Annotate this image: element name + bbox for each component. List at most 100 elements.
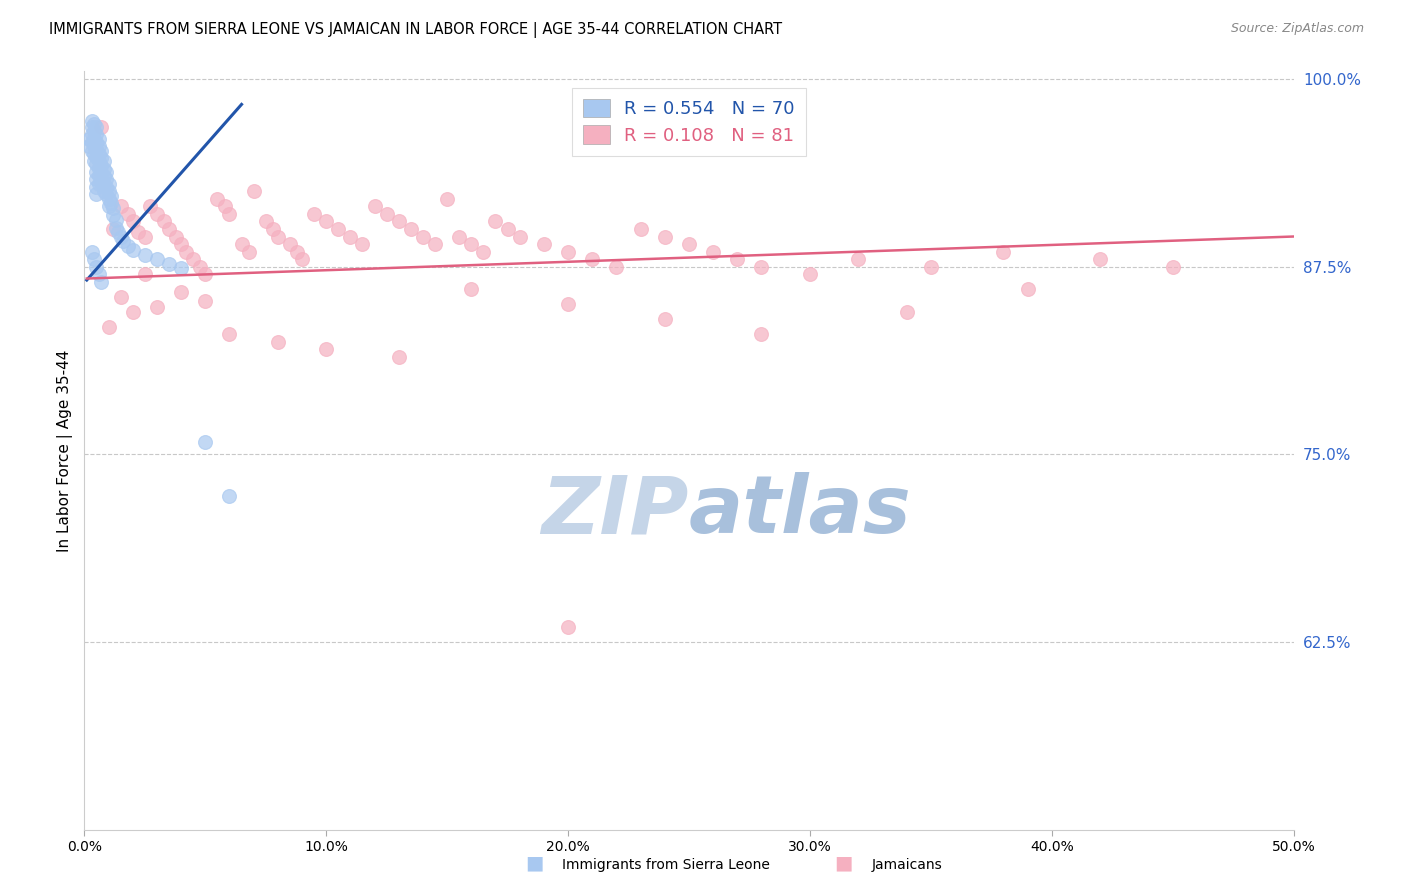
Point: [218, 327, 240, 342]
Point: [751, 260, 773, 274]
Point: [138, 199, 160, 213]
Point: [94, 172, 117, 186]
Point: [285, 244, 308, 259]
Text: ■: ■: [524, 854, 544, 872]
Point: [436, 192, 458, 206]
Point: [190, 260, 212, 274]
Point: [77, 139, 100, 153]
Point: [214, 199, 236, 213]
Point: [121, 304, 143, 318]
Point: [93, 177, 115, 191]
Point: [87, 139, 110, 153]
Point: [86, 150, 108, 164]
Point: [80, 244, 103, 259]
Point: [170, 237, 193, 252]
Point: [80, 128, 103, 142]
Point: [83, 124, 105, 138]
Point: [920, 260, 942, 274]
Point: [107, 225, 129, 239]
Point: [484, 214, 506, 228]
Point: [90, 144, 112, 158]
Point: [80, 135, 103, 149]
Text: IMMIGRANTS FROM SIERRA LEONE VS JAMAICAN IN LABOR FORCE | AGE 35-44 CORRELATION : IMMIGRANTS FROM SIERRA LEONE VS JAMAICAN…: [49, 22, 782, 38]
Point: [181, 252, 204, 266]
Point: [97, 319, 120, 334]
Point: [165, 229, 187, 244]
Point: [449, 229, 471, 244]
Point: [83, 252, 105, 266]
Point: [702, 244, 724, 259]
Point: [134, 267, 156, 281]
Point: [363, 199, 385, 213]
Point: [194, 435, 217, 450]
Point: [86, 172, 108, 186]
Point: [1017, 282, 1039, 296]
Text: atlas: atlas: [689, 472, 911, 550]
Point: [77, 132, 100, 146]
Point: [87, 161, 110, 176]
Point: [93, 154, 115, 169]
Point: [83, 147, 105, 161]
Text: ■: ■: [834, 854, 853, 872]
Point: [352, 237, 374, 252]
Point: [231, 237, 253, 252]
Point: [509, 229, 531, 244]
Point: [799, 267, 821, 281]
Point: [725, 252, 748, 266]
Point: [110, 199, 132, 213]
Point: [194, 294, 217, 309]
Point: [90, 275, 112, 289]
Point: [557, 297, 579, 311]
Point: [388, 350, 411, 364]
Point: [153, 214, 176, 228]
Point: [97, 192, 120, 206]
Point: [93, 161, 115, 176]
Text: Jamaicans: Jamaicans: [872, 858, 942, 872]
Point: [87, 169, 110, 184]
Point: [218, 207, 240, 221]
Point: [278, 237, 301, 252]
Point: [388, 214, 411, 228]
Point: [90, 159, 112, 173]
Point: [87, 147, 110, 161]
Point: [83, 117, 105, 131]
Point: [127, 225, 149, 239]
Point: [315, 342, 337, 356]
Point: [460, 237, 482, 252]
Point: [80, 120, 103, 134]
Point: [87, 132, 110, 146]
Point: [86, 157, 108, 171]
Point: [100, 189, 122, 203]
Point: [97, 199, 120, 213]
Point: [86, 128, 108, 142]
Point: [112, 234, 135, 248]
Point: [86, 135, 108, 149]
Point: [86, 143, 108, 157]
Point: [86, 187, 108, 202]
Point: [87, 177, 110, 191]
Point: [83, 154, 105, 169]
Point: [90, 152, 112, 166]
Point: [896, 304, 918, 318]
Point: [654, 312, 676, 326]
Point: [339, 229, 361, 244]
Point: [104, 220, 127, 235]
Point: [375, 207, 398, 221]
Legend: R = 0.554   N = 70, R = 0.108   N = 81: R = 0.554 N = 70, R = 0.108 N = 81: [572, 88, 806, 155]
Point: [557, 620, 579, 634]
Y-axis label: In Labor Force | Age 35-44: In Labor Force | Age 35-44: [58, 350, 73, 551]
Point: [90, 174, 112, 188]
Text: Source: ZipAtlas.com: Source: ZipAtlas.com: [1230, 22, 1364, 36]
Point: [93, 185, 115, 199]
Point: [97, 177, 120, 191]
Point: [157, 256, 180, 270]
Point: [194, 267, 217, 281]
Point: [134, 229, 156, 244]
Point: [1161, 260, 1184, 274]
Point: [117, 207, 139, 221]
Point: [581, 252, 603, 266]
Point: [110, 289, 132, 303]
Point: [496, 222, 519, 236]
Point: [93, 169, 115, 184]
Point: [412, 229, 434, 244]
